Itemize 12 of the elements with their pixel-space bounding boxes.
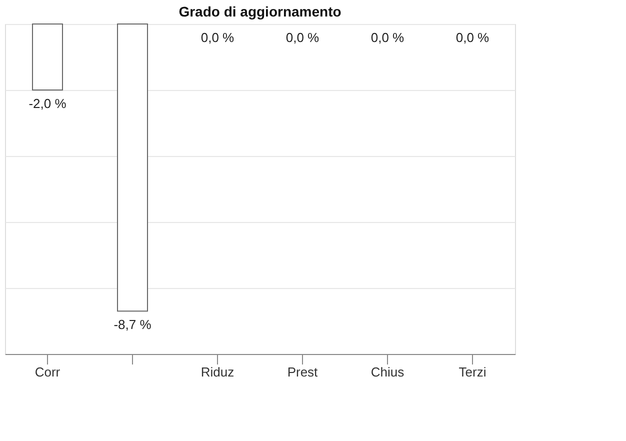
data-label: 0,0 % [370,30,405,45]
x-tick-label: Corr [34,364,61,380]
data-label: 0,0 % [286,30,320,45]
x-tick-label: Riduz [200,364,234,380]
x-tick-label: Terzi [458,364,486,380]
data-label: -8,7 % [114,317,152,332]
data-label: -2,0 % [28,96,67,111]
data-label: 0,0 % [456,30,490,45]
data-label: 0,0 % [200,30,235,45]
chart-title: Grado di aggiornamento [178,4,342,20]
x-tick-label: Chius [370,364,405,380]
x-tick-label: Prest [287,364,318,380]
